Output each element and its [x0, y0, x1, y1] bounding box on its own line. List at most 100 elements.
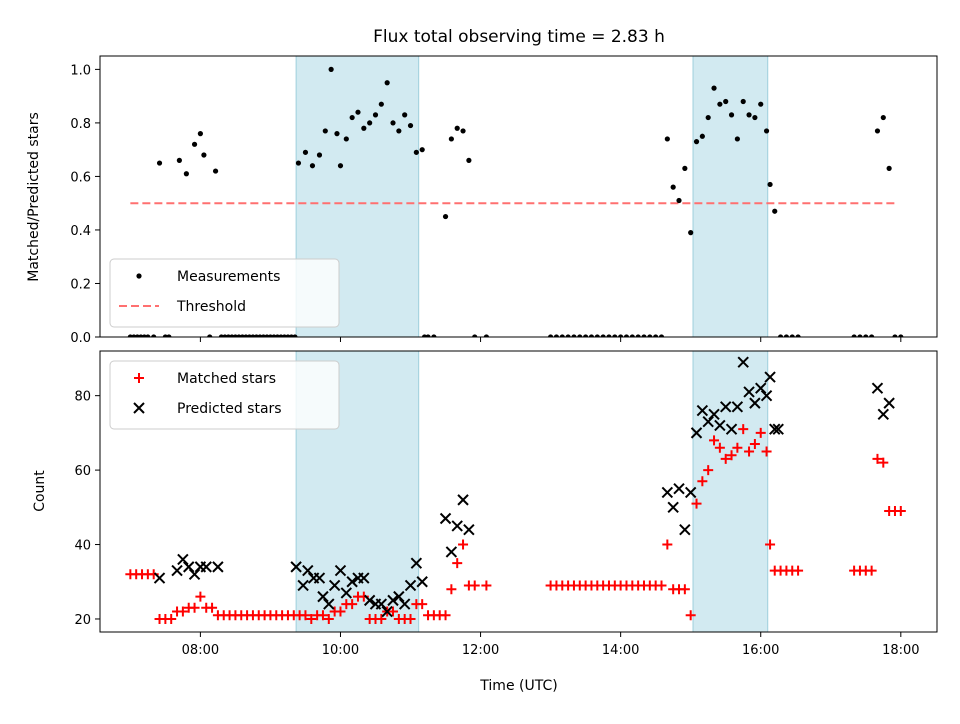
top-data-point [328, 66, 334, 72]
top-data-point [795, 334, 801, 337]
bottom-data-point [376, 613, 387, 624]
bottom-data-point [188, 568, 201, 581]
bottom-data-point [458, 539, 469, 550]
top-data-point [571, 334, 577, 337]
bottom-data-point [463, 523, 475, 536]
bottom-data-point [872, 453, 883, 464]
top-data-point [851, 334, 857, 337]
top-data-point [337, 163, 344, 169]
top-data-point [874, 128, 881, 134]
top-data-point [734, 136, 740, 142]
top-data-point [583, 334, 589, 337]
bottom-data-point [737, 356, 749, 368]
bottom-data-point [703, 465, 714, 476]
bottom-plot-area [125, 356, 906, 624]
top-data-point [151, 334, 157, 337]
top-data-point [183, 171, 189, 177]
bottom-data-point [323, 613, 334, 624]
top-shaded-interval [692, 55, 769, 338]
top-data-point [454, 125, 460, 131]
top-y-tick-label: 0.2 [70, 277, 91, 292]
bottom-data-point [404, 579, 417, 592]
top-data-point [349, 114, 355, 121]
bottom-legend-swatch [134, 373, 144, 383]
bottom-data-point [755, 427, 766, 438]
bottom-data-point [457, 494, 469, 506]
bottom-data-point [177, 606, 188, 617]
bottom-legend-label: Predicted stars [177, 401, 282, 417]
bottom-data-point [183, 561, 195, 573]
bottom-data-point [334, 564, 347, 577]
top-data-point [728, 112, 735, 118]
bottom-data-point [743, 386, 755, 398]
top-data-point [355, 109, 361, 115]
top-data-point [740, 98, 746, 105]
bottom-y-tick-label: 40 [74, 539, 91, 554]
bottom-data-point [212, 561, 224, 573]
bottom-data-point [679, 584, 690, 595]
bottom-data-point [302, 564, 314, 577]
top-data-point [783, 334, 790, 337]
top-data-point [559, 334, 565, 337]
bottom-data-point [393, 590, 405, 603]
top-data-point [419, 147, 425, 153]
top-data-point [442, 213, 449, 220]
x-tick-label: 18:00 [882, 643, 919, 658]
bottom-data-point [719, 401, 732, 413]
top-data-point [548, 334, 554, 337]
bottom-data-point [440, 610, 451, 621]
top-data-point [302, 149, 309, 155]
top-data-point [466, 157, 472, 163]
top-data-point [448, 136, 454, 142]
bottom-data-point [335, 606, 346, 617]
bottom-data-point [685, 610, 696, 621]
top-data-point [641, 334, 647, 337]
bottom-data-point [697, 476, 708, 487]
bottom-data-point [189, 602, 200, 613]
top-data-point [396, 128, 402, 134]
bottom-data-point [290, 561, 302, 573]
bottom-y-tick-label: 20 [74, 613, 91, 628]
chart-title: Flux total observing time = 2.83 h [373, 27, 665, 47]
bottom-data-point [346, 576, 358, 588]
bottom-data-point [744, 446, 755, 457]
bottom-data-point [684, 486, 697, 499]
bottom-data-point [895, 506, 906, 517]
bottom-data-point [387, 594, 399, 607]
top-data-point [612, 334, 618, 337]
bottom-data-point [317, 610, 328, 621]
bottom-shaded-interval [692, 350, 769, 633]
bottom-data-point [398, 598, 411, 610]
top-data-point [316, 152, 323, 158]
top-data-point [201, 152, 207, 158]
bottom-data-point [445, 546, 458, 558]
bottom-data-point [726, 450, 737, 461]
bottom-data-point [313, 572, 326, 584]
top-data-point [658, 334, 665, 337]
bottom-data-point [297, 579, 309, 592]
top-data-point [384, 80, 390, 86]
top-data-point [647, 334, 653, 337]
bottom-data-point [375, 598, 388, 610]
top-data-point [763, 128, 770, 134]
bottom-data-point [708, 408, 720, 420]
top-data-point [767, 181, 773, 188]
bottom-data-point [481, 580, 492, 591]
top-data-point [752, 114, 758, 121]
top-data-point [156, 160, 163, 166]
top-data-point [425, 334, 431, 337]
top-data-point [431, 334, 437, 337]
top-legend-label: Measurements [177, 269, 280, 285]
bottom-data-point [347, 599, 358, 610]
top-data-point [723, 98, 729, 105]
bottom-data-point [410, 557, 423, 569]
bottom-data-point [696, 404, 709, 417]
bottom-data-point [871, 382, 884, 394]
top-y-tick-label: 0.4 [70, 224, 91, 239]
top-data-point [166, 334, 172, 337]
bottom-data-point [690, 427, 703, 439]
bottom-data-point [731, 401, 744, 413]
top-panel: 0.0 0.2 0.4 0.6 0.8 1.0 Measurements Threshold [70, 55, 938, 346]
top-data-point [594, 334, 600, 337]
